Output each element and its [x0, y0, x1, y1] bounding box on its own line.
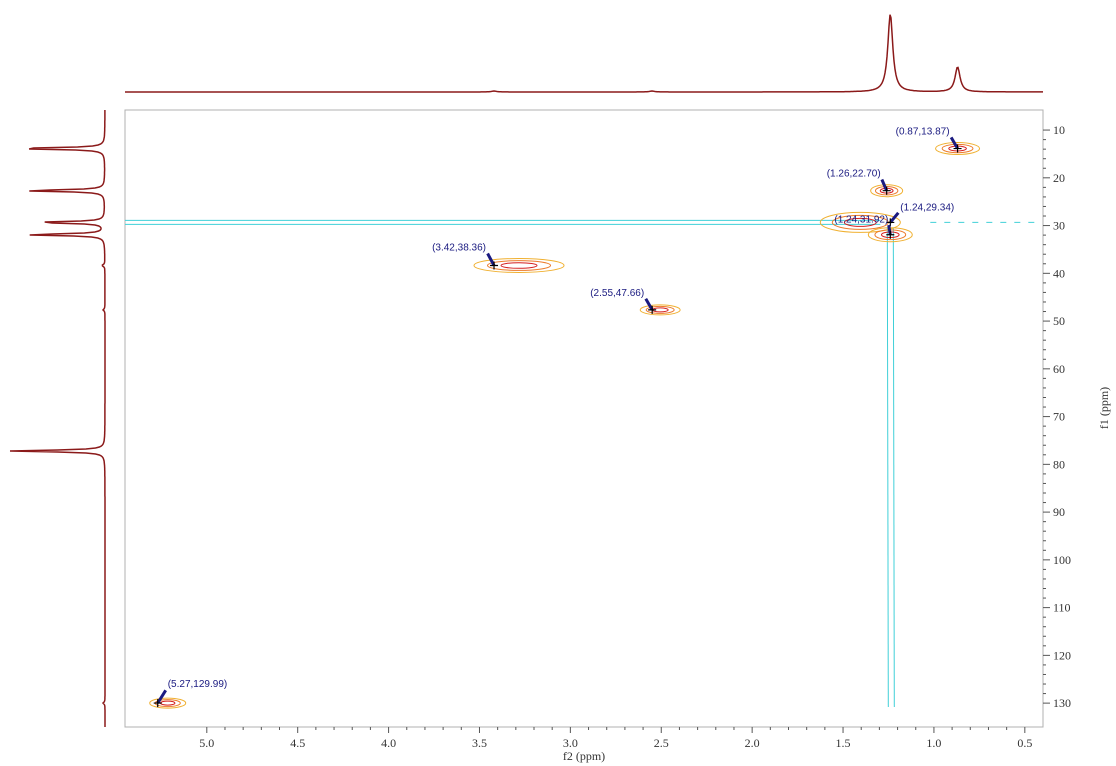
y-tick-label: 60 [1053, 362, 1065, 376]
contour [935, 142, 981, 156]
y-tick-label: 120 [1053, 648, 1071, 662]
contour [149, 697, 187, 709]
contour [874, 186, 899, 196]
peak-pointer [156, 689, 167, 704]
x-tick-label: 3.5 [472, 736, 487, 750]
peak-marker [886, 230, 895, 239]
y-tick-label: 50 [1053, 314, 1065, 328]
peak-marker [490, 261, 499, 270]
y-tick-label: 30 [1053, 219, 1065, 233]
contour [160, 700, 176, 706]
peak-pointer [949, 136, 959, 150]
y-tick-label: 130 [1053, 696, 1071, 710]
f2-projection [125, 14, 1043, 93]
peak-marker [648, 305, 657, 314]
peak-marker [886, 218, 895, 227]
y-tick-label: 10 [1053, 123, 1065, 137]
peak-label: (3.42,38.36) [432, 242, 486, 253]
y-tick-label: 100 [1053, 553, 1071, 567]
peak-pointer [486, 252, 496, 267]
noise-streak [892, 227, 895, 708]
peak-label: (5.27,129.99) [168, 679, 228, 690]
peak-label: (1.24,29.34) [900, 202, 954, 213]
y-tick-label: 110 [1053, 601, 1071, 615]
peak-label: (1.24,31.92) [834, 215, 888, 226]
x-axis-label: f2 (ppm) [563, 749, 605, 763]
y-axis-label: f1 (ppm) [1097, 387, 1111, 429]
y-tick-label: 20 [1053, 171, 1065, 185]
x-tick-label: 2.5 [654, 736, 669, 750]
x-tick-label: 5.0 [199, 736, 214, 750]
contour [500, 262, 538, 269]
peak-marker [882, 186, 891, 195]
plot-frame [124, 109, 1044, 728]
peak-marker [153, 699, 162, 708]
y-tick-label: 90 [1053, 505, 1065, 519]
x-tick-label: 1.5 [836, 736, 851, 750]
contour [639, 304, 681, 316]
f1-projection [9, 110, 106, 727]
peak-label: (1.26,22.70) [827, 169, 881, 180]
contour [843, 217, 877, 227]
contour [819, 211, 901, 233]
peak-label: (0.87,13.87) [896, 127, 950, 138]
x-tick-label: 1.0 [926, 736, 941, 750]
x-tick-label: 4.5 [290, 736, 305, 750]
contour [473, 257, 565, 273]
contour [941, 143, 974, 154]
x-tick-label: 0.5 [1017, 736, 1032, 750]
x-tick-label: 2.0 [745, 736, 760, 750]
peak-label: (2.55,47.66) [590, 288, 644, 299]
x-tick-label: 4.0 [381, 736, 396, 750]
peak-pointer [644, 297, 654, 311]
peak-pointer [880, 178, 889, 192]
peak-pointer [889, 211, 900, 224]
contour [870, 184, 904, 198]
y-tick-label: 70 [1053, 410, 1065, 424]
y-tick-label: 80 [1053, 457, 1065, 471]
contour [645, 305, 675, 314]
y-tick-label: 40 [1053, 266, 1065, 280]
contour [487, 260, 552, 271]
peak-marker [953, 144, 962, 153]
x-tick-label: 3.0 [563, 736, 578, 750]
noise-streak [886, 227, 889, 708]
